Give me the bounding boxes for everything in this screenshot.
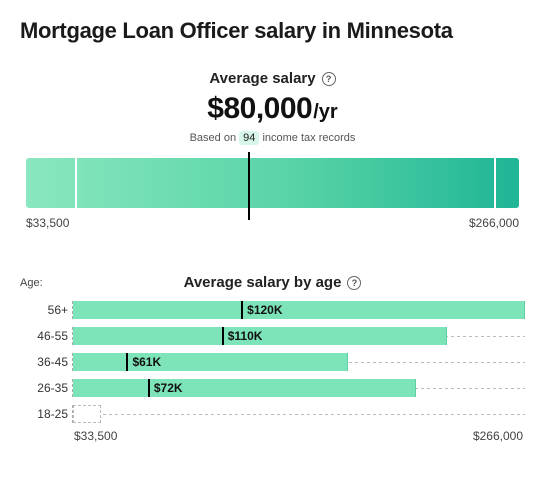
age-row-label: 56+ [20, 303, 72, 317]
age-row: 36-45 $61K [20, 351, 525, 373]
age-row-median-marker [148, 379, 150, 397]
age-column-label: Age: [20, 277, 80, 291]
age-row-median-marker [241, 301, 243, 319]
range-marker-low [75, 158, 77, 208]
range-marker-median [248, 152, 250, 220]
age-row-median-marker [126, 353, 128, 371]
age-row-track: $72K [72, 379, 525, 397]
age-row: 26-35 $72K [20, 377, 525, 399]
salary-range-chart: $33,500 $266,000 [20, 158, 525, 230]
age-row-bar [73, 405, 101, 423]
age-row-value: $110K [228, 329, 263, 343]
age-row-track: $120K [72, 301, 525, 319]
age-row-label: 18-25 [20, 407, 72, 421]
range-max-label: $266,000 [469, 216, 519, 230]
help-icon[interactable]: ? [322, 72, 336, 86]
age-row-value: $120K [247, 303, 282, 317]
average-salary-block: Average salary ? $80,000/yr Based on 94 … [20, 70, 525, 144]
age-row-bar [73, 301, 525, 319]
average-salary-value: $80,000/yr [20, 92, 525, 126]
range-min-label: $33,500 [26, 216, 69, 230]
record-count: 94 [239, 131, 259, 145]
age-row-track: $61K [72, 353, 525, 371]
age-rows: 56+ $120K 46-55 $110K 36-45 $61K 26-35 $72K 18-2… [20, 299, 525, 425]
age-row-median-marker [222, 327, 224, 345]
page-title: Mortgage Loan Officer salary in Minnesot… [20, 18, 525, 44]
salary-by-age-section: Age: Average salary by age ? 56+ $120K 46-… [20, 274, 525, 443]
age-row: 46-55 $110K [20, 325, 525, 347]
age-axis-min: $33,500 [74, 429, 117, 443]
help-icon[interactable]: ? [347, 276, 361, 290]
age-row-value: $72K [154, 381, 183, 395]
average-salary-label: Average salary [209, 70, 315, 87]
range-marker-high [494, 158, 496, 208]
age-axis: $33,500 $266,000 [20, 429, 525, 443]
age-row-label: 46-55 [20, 329, 72, 343]
age-row: 56+ $120K [20, 299, 525, 321]
age-row-label: 26-35 [20, 381, 72, 395]
age-row: 18-25 [20, 403, 525, 425]
age-row-track [72, 405, 525, 423]
age-row-value: $61K [132, 355, 161, 369]
age-section-title: Average salary by age [184, 274, 342, 291]
age-row-bar [73, 353, 348, 371]
age-row-label: 36-45 [20, 355, 72, 369]
age-row-bar [73, 379, 416, 397]
based-on-text: Based on 94 income tax records [20, 132, 525, 144]
salary-range-bar [26, 158, 519, 208]
age-row-track: $110K [72, 327, 525, 345]
age-axis-max: $266,000 [473, 429, 523, 443]
